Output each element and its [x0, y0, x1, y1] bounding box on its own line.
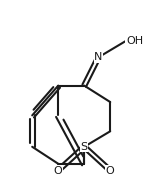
Text: O: O	[106, 166, 115, 176]
Text: S: S	[81, 142, 88, 152]
Text: OH: OH	[126, 36, 143, 46]
Text: O: O	[54, 166, 63, 176]
Text: N: N	[94, 52, 103, 62]
